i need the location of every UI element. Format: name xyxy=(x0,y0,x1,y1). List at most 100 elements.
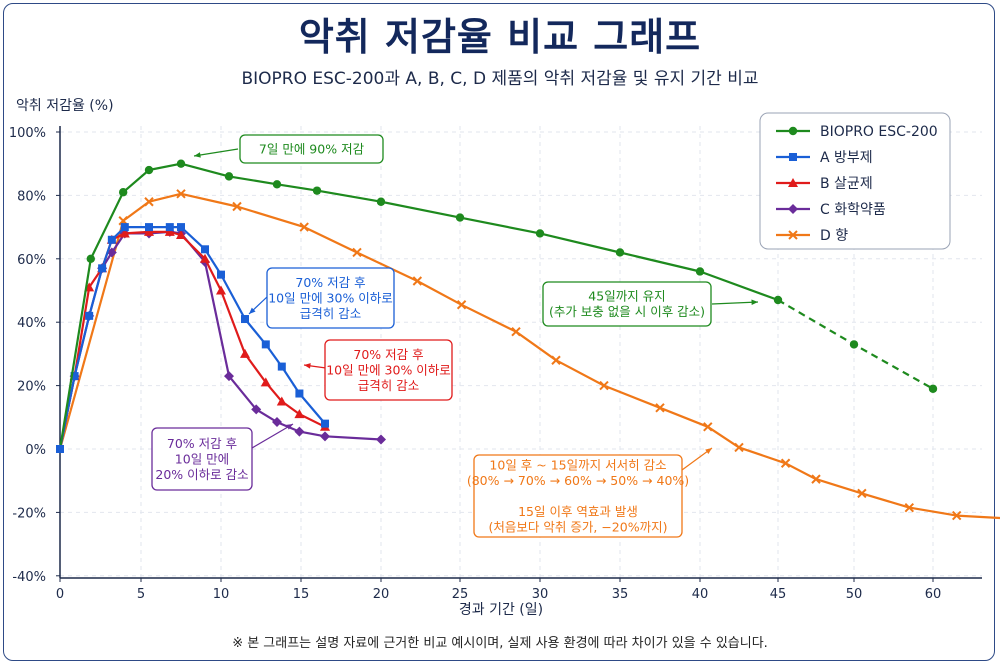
data-point xyxy=(599,380,609,391)
data-point xyxy=(703,422,713,432)
data-point xyxy=(107,235,116,244)
data-point xyxy=(177,223,185,232)
x-tick-label: 50 xyxy=(846,587,863,602)
annotation-text: 20% 이하로 감소 xyxy=(155,467,248,482)
data-point xyxy=(176,159,186,168)
data-point xyxy=(352,247,362,258)
chart-frame xyxy=(3,3,995,661)
y-tick-label: 40% xyxy=(17,316,46,331)
data-point xyxy=(312,186,322,195)
series-line-1 xyxy=(58,226,326,450)
data-point xyxy=(165,223,174,232)
legend-marker xyxy=(789,153,797,161)
annotation-text: 7일 만에 90% 저감 xyxy=(259,141,365,156)
data-point xyxy=(376,434,386,445)
annotation-text: 45일까지 유지 xyxy=(588,289,665,304)
data-point xyxy=(120,223,129,232)
y-tick-label: 80% xyxy=(17,189,46,204)
series-line-0 xyxy=(58,162,779,450)
data-point xyxy=(780,458,791,468)
annotation-arrowhead xyxy=(751,299,758,306)
annotation-arrow xyxy=(251,423,294,449)
data-point xyxy=(201,245,209,254)
data-point xyxy=(295,389,304,398)
data-point xyxy=(551,355,561,365)
data-point xyxy=(272,180,282,189)
chart-title: 악취 저감율 비교 그래프 xyxy=(298,15,702,59)
annotation-box xyxy=(542,281,712,327)
data-point xyxy=(277,362,286,371)
data-point xyxy=(85,311,94,320)
annotation-text: 10일 만에 30% 이하로 xyxy=(268,290,393,305)
x-tick-label: 60 xyxy=(925,587,942,602)
data-point xyxy=(294,409,305,419)
annotation-arrowhead xyxy=(304,363,311,369)
data-point xyxy=(216,285,226,295)
series-line-2 xyxy=(58,230,326,450)
legend-entry: B 살균제 xyxy=(820,176,873,192)
annotation-box xyxy=(239,134,384,164)
x-tick-label: 0 xyxy=(56,587,64,602)
x-tick-label: 30 xyxy=(532,587,549,602)
data-point xyxy=(176,230,186,240)
legend-marker xyxy=(788,230,798,240)
data-point xyxy=(535,229,545,238)
data-point xyxy=(857,488,867,499)
chart-footnote: ※ 본 그래프는 설명 자료에 근거한 비교 예시이며, 실제 사용 환경에 따… xyxy=(232,636,768,651)
legend-entry: BIOPRO ESC-200 xyxy=(820,124,938,140)
data-point xyxy=(240,348,250,358)
annotation-arrow xyxy=(711,301,759,305)
annotation-arrowhead xyxy=(249,307,256,314)
x-tick-label: 15 xyxy=(293,587,310,602)
data-point xyxy=(119,228,130,238)
data-point xyxy=(144,226,154,236)
data-point xyxy=(272,417,282,428)
data-point xyxy=(615,248,625,257)
data-point xyxy=(145,223,153,232)
annotation-arrow xyxy=(193,148,239,157)
annotation-arrowhead xyxy=(194,152,201,158)
data-point xyxy=(118,188,128,197)
legend-marker xyxy=(788,204,798,214)
data-point xyxy=(200,253,210,263)
annotation-text: (처음보다 악취 증가, −20%까지) xyxy=(489,519,668,534)
annotation-text: (추가 보충 없을 시 이후 감소) xyxy=(549,304,705,319)
data-point xyxy=(299,222,309,232)
y-tick-label: -40% xyxy=(12,570,46,585)
annotation-box xyxy=(266,267,395,329)
data-point xyxy=(511,327,521,337)
y-tick-label: 60% xyxy=(17,253,46,268)
x-tick-label: 25 xyxy=(452,587,469,602)
legend-marker xyxy=(788,126,798,136)
data-point xyxy=(70,372,79,381)
data-point xyxy=(261,340,270,349)
y-tick-label: 100% xyxy=(9,126,46,141)
data-point xyxy=(695,267,705,276)
data-point xyxy=(655,403,665,413)
data-point xyxy=(294,426,305,437)
legend-marker xyxy=(788,178,798,187)
annotation-text: 70% 저감 후 xyxy=(167,436,237,451)
x-axis-label: 경과 기간 (일) xyxy=(459,602,543,618)
data-point xyxy=(251,404,262,415)
annotation-text: 10일 만에 30% 이하로 xyxy=(326,362,451,377)
data-point xyxy=(456,300,467,310)
data-point xyxy=(412,276,423,286)
data-point xyxy=(217,270,225,279)
annotation-box xyxy=(473,454,683,538)
x-tick-label: 35 xyxy=(612,587,629,602)
annotation-box xyxy=(324,339,453,401)
data-point xyxy=(144,197,154,207)
data-point xyxy=(811,474,821,484)
data-point xyxy=(321,419,329,428)
data-point xyxy=(86,254,95,263)
x-tick-label: 45 xyxy=(770,587,787,602)
annotation-text: 10일 후 ~ 15일까지 서서히 감소 xyxy=(489,457,666,472)
x-tick-label: 40 xyxy=(692,587,709,602)
data-point xyxy=(904,502,915,513)
data-point xyxy=(260,377,271,387)
chart-subtitle: BIOPRO ESC-200과 A, B, C, D 제품의 악취 저감율 및 … xyxy=(241,69,759,89)
data-point xyxy=(232,201,242,212)
data-point xyxy=(98,264,107,273)
y-axis-label: 악취 저감율 (%) xyxy=(16,98,114,114)
